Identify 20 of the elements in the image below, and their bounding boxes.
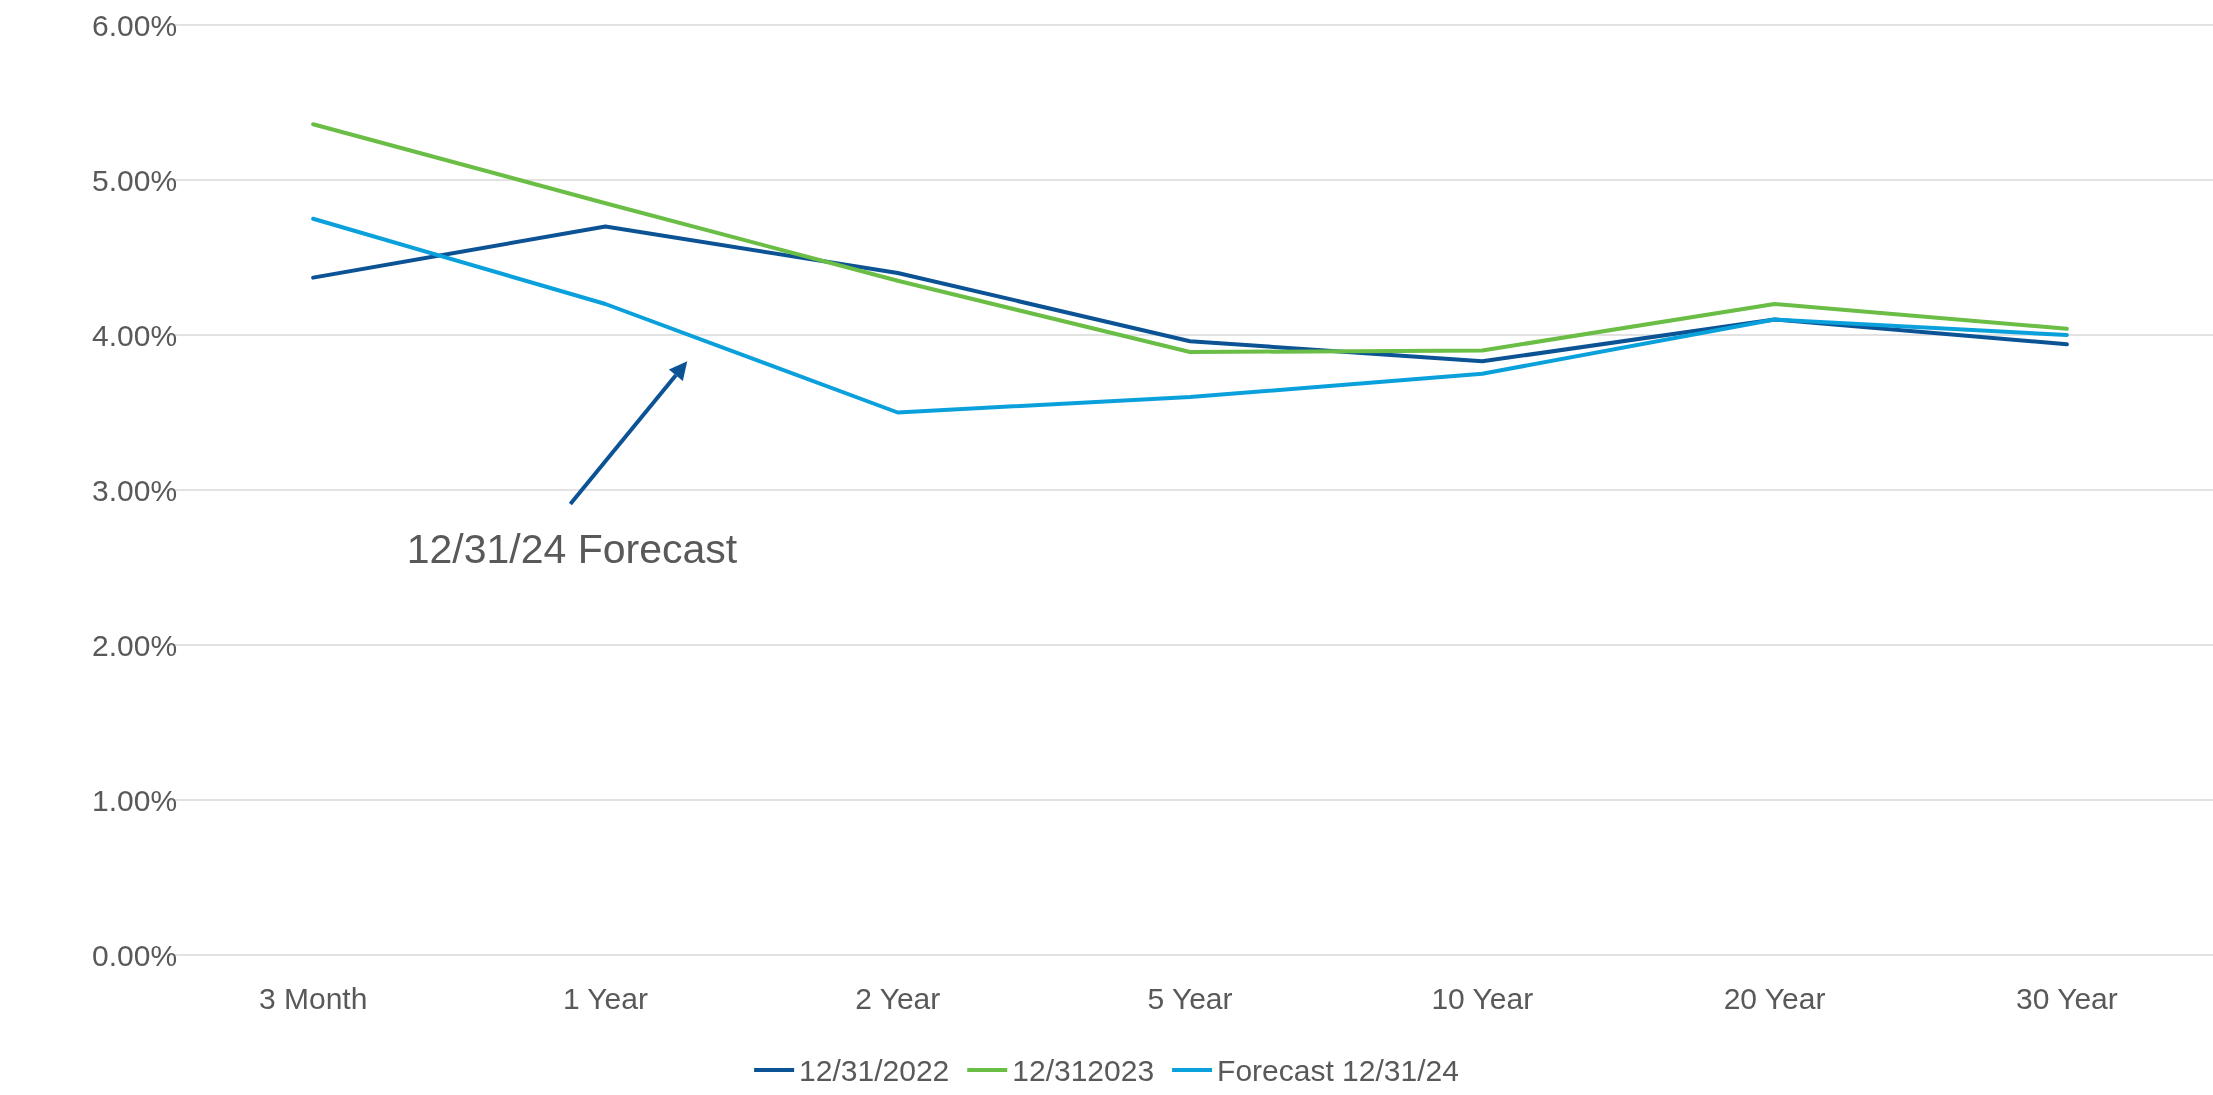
- x-tick-label: 20 Year: [1723, 981, 1826, 1015]
- y-tick-label: 2.00%: [92, 628, 178, 662]
- x-tick-label: 30 Year: [2015, 981, 2118, 1015]
- x-tick-label: 2 Year: [855, 981, 941, 1015]
- y-tick-label: 0.00%: [92, 938, 178, 972]
- y-tick-label: 4.00%: [92, 318, 178, 352]
- legend-label: 12/312023: [1012, 1053, 1155, 1087]
- line-series: [311, 122, 2069, 355]
- x-tick-label: 5 Year: [1147, 981, 1233, 1015]
- x-tick-label: 10 Year: [1431, 981, 1534, 1015]
- x-tick-label: 3 Month: [258, 981, 368, 1015]
- y-tick-label: 6.00%: [92, 8, 178, 42]
- y-tick-label: 3.00%: [92, 473, 178, 507]
- legend-label: Forecast 12/31/24: [1217, 1053, 1459, 1087]
- y-tick-label: 1.00%: [92, 783, 178, 817]
- x-tick-label: 1 Year: [562, 981, 648, 1015]
- line-series: [311, 216, 2069, 415]
- annotation: 12/31/24 Forecast: [406, 526, 738, 573]
- y-tick-label: 5.00%: [92, 163, 178, 197]
- legend-label: 12/31/2022: [799, 1053, 950, 1087]
